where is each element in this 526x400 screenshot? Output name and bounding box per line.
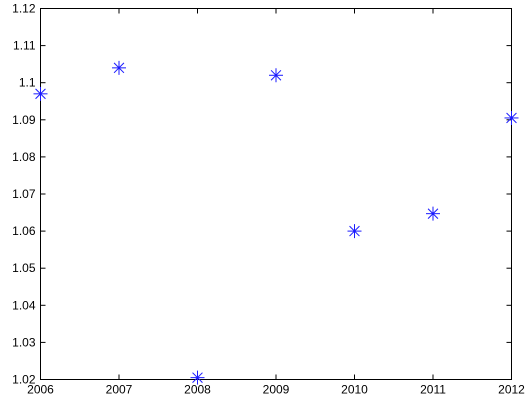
y-tick-label: 1.07 <box>12 187 36 201</box>
x-tick-label: 2006 <box>27 383 54 397</box>
data-point <box>112 60 126 75</box>
x-tick-label: 2008 <box>184 383 211 397</box>
data-point <box>426 206 440 221</box>
y-axis-ticks: 1.02 1.03 1.04 1.05 1.06 1.07 1.08 1.09 1.1 1.11 1… <box>12 2 512 387</box>
x-tick-label: 2010 <box>341 383 368 397</box>
x-tick-label: 2007 <box>106 383 133 397</box>
plot-frame <box>40 8 512 380</box>
y-tick-label: 1.11 <box>13 39 36 53</box>
y-tick-label: 1.03 <box>12 335 36 349</box>
data-point <box>504 110 519 125</box>
x-tick-label: 2011 <box>420 383 446 397</box>
data-point <box>190 370 205 385</box>
y-tick-label: 1.02 <box>12 373 36 387</box>
y-tick-label: 1.04 <box>12 298 36 312</box>
x-tick-label: 2012 <box>498 383 525 397</box>
data-point <box>347 224 362 239</box>
data-points <box>33 60 519 385</box>
y-tick-label: 1.12 <box>12 2 36 16</box>
y-tick-label: 1.09 <box>12 113 36 127</box>
x-axis-ticks: 2006 2007 2008 2009 2010 2011 2012 <box>27 8 525 397</box>
y-tick-label: 1.08 <box>12 150 36 164</box>
data-point <box>33 86 48 101</box>
x-tick-label: 2009 <box>263 383 290 397</box>
y-tick-label: 1.05 <box>12 261 36 275</box>
data-point <box>269 68 283 83</box>
y-tick-label: 1.06 <box>12 224 36 238</box>
y-tick-label: 1.1 <box>19 76 36 90</box>
